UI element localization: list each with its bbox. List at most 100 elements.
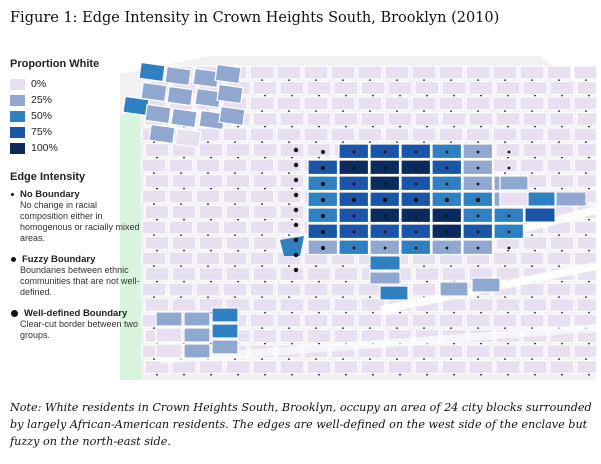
no-boundary-dot (372, 125, 374, 128)
no-boundary-dot (210, 280, 212, 283)
no-boundary-dot (315, 327, 317, 330)
city-block (252, 328, 278, 344)
well-defined-dot (293, 147, 299, 153)
no-boundary-dot (261, 79, 263, 82)
no-boundary-dot (453, 94, 455, 97)
no-boundary-dot (291, 342, 293, 345)
no-boundary-dot (561, 156, 563, 159)
city-block (303, 313, 329, 328)
city-block (306, 359, 332, 375)
city-block (330, 282, 356, 297)
no-boundary-dot (153, 203, 155, 206)
no-boundary-dot (534, 342, 536, 345)
no-boundary-dot (237, 218, 239, 221)
city-block (549, 359, 575, 375)
city-block (171, 297, 197, 313)
no-boundary-dot (291, 218, 293, 221)
city-block (438, 96, 464, 111)
city-block (379, 285, 409, 301)
no-boundary-dot (477, 327, 479, 330)
no-boundary-dot (183, 156, 185, 159)
city-block (411, 65, 437, 80)
city-block (576, 359, 596, 375)
no-boundary-dot (288, 141, 290, 144)
well-defined-dot (293, 252, 299, 258)
city-block (439, 281, 469, 297)
city-block (141, 220, 167, 235)
well-defined-dot (293, 162, 299, 168)
no-boundary-dot (237, 280, 239, 283)
no-boundary-dot (561, 249, 563, 252)
no-boundary-dot (480, 125, 482, 128)
city-block (222, 220, 248, 235)
no-boundary-dot (507, 342, 509, 345)
no-boundary-dot (369, 296, 371, 299)
no-boundary-dot (342, 358, 344, 361)
no-boundary-dot (504, 296, 506, 299)
no-boundary-dot (237, 249, 239, 252)
city-block (519, 127, 545, 142)
city-block (492, 96, 518, 111)
no-boundary-dot (291, 156, 293, 159)
no-boundary-dot (588, 311, 590, 314)
no-boundary-dot (558, 172, 560, 175)
no-boundary-dot (180, 234, 182, 237)
city-block (576, 235, 596, 251)
no-boundary-dot (561, 342, 563, 345)
no-boundary-dot (480, 94, 482, 97)
no-boundary-dot (423, 327, 425, 330)
city-block (303, 127, 329, 142)
city-block (465, 65, 491, 80)
enclave-block (369, 255, 401, 271)
city-block (546, 251, 572, 266)
city-block (576, 173, 596, 189)
city-block (225, 359, 251, 375)
city-block (276, 313, 302, 328)
no-boundary-dot (399, 373, 401, 376)
fuzzy-dot (414, 166, 418, 170)
no-boundary-dot (261, 327, 263, 330)
city-block (411, 344, 437, 359)
city-block (168, 220, 194, 235)
no-boundary-dot (261, 358, 263, 361)
city-block (211, 307, 239, 323)
no-boundary-dot (453, 342, 455, 345)
no-boundary-dot (372, 94, 374, 97)
map-legend: Proportion White 0% 25% 50% 75% 100% Edg… (10, 58, 142, 351)
well-defined-dot (320, 213, 326, 219)
city-block (303, 282, 329, 297)
no-boundary-dot (507, 311, 509, 314)
city-block (168, 189, 194, 204)
no-boundary-dot (534, 311, 536, 314)
no-boundary-dot (558, 79, 560, 82)
no-boundary-dot (156, 373, 158, 376)
tilted-block (170, 107, 198, 129)
city-block (198, 266, 224, 282)
no-boundary-dot (234, 265, 236, 268)
city-block (384, 313, 410, 328)
no-boundary-dot (207, 141, 209, 144)
tilted-block (144, 103, 172, 125)
no-boundary-dot (291, 125, 293, 128)
no-boundary-dot (561, 280, 563, 283)
no-boundary-dot (318, 125, 320, 128)
no-boundary-dot (531, 327, 533, 330)
no-boundary-dot (531, 141, 533, 144)
no-boundary-dot (453, 125, 455, 128)
no-boundary-dot (180, 296, 182, 299)
city-block (387, 111, 413, 127)
no-boundary-dot (480, 342, 482, 345)
city-block (252, 235, 278, 251)
no-boundary-dot (234, 234, 236, 237)
city-block (499, 175, 529, 191)
no-boundary-dot (396, 327, 398, 330)
city-block (333, 111, 359, 127)
legend-item-100: 100% (10, 140, 142, 156)
city-block (333, 297, 359, 313)
no-boundary-dot (207, 234, 209, 237)
city-block (330, 313, 356, 328)
no-boundary-dot (423, 358, 425, 361)
city-block (522, 142, 548, 158)
no-boundary-dot (396, 110, 398, 113)
legend-swatch (10, 126, 25, 138)
